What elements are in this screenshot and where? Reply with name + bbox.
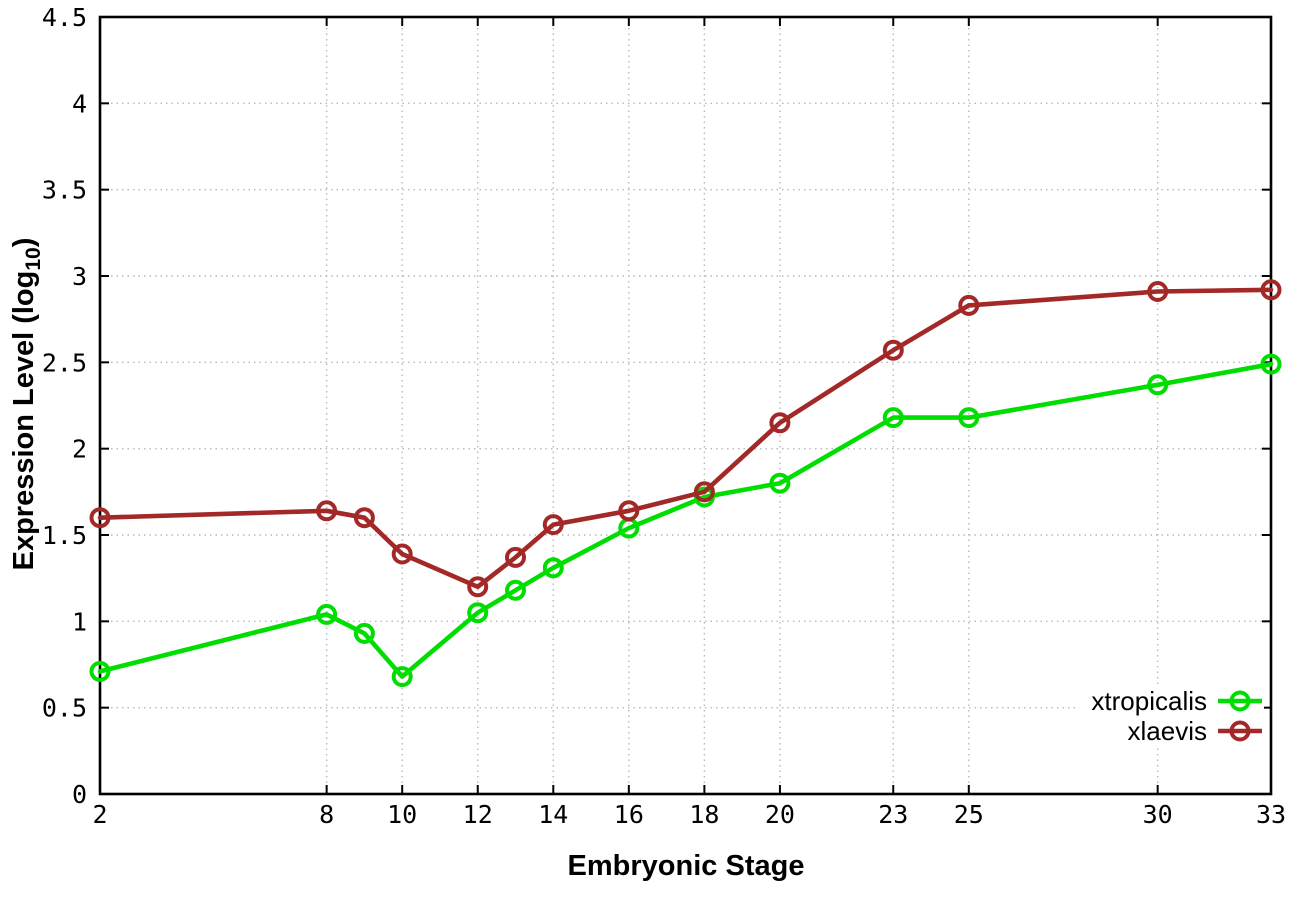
legend-item-xtropicalis: xtropicalis: [1091, 686, 1264, 716]
legend-sample-circle-icon: [1229, 690, 1251, 712]
data-point-xlaevis: [958, 294, 980, 316]
data-point-xlaevis: [618, 500, 640, 522]
data-point-xtropicalis: [1260, 353, 1282, 375]
x-tick-label: 8: [319, 800, 334, 829]
x-tick-label: 30: [1143, 800, 1173, 829]
series-line-xtropicalis: [97, 361, 1274, 679]
y-tick-label: 0: [72, 780, 87, 809]
y-tick-label: 3.5: [42, 176, 87, 205]
y-axis-label-subscript: 10: [22, 247, 45, 271]
y-axis-label-text: Expression Level (log: [8, 270, 40, 571]
series-xtropicalis: [89, 353, 1282, 688]
data-point-xtropicalis: [882, 407, 904, 429]
data-point-xlaevis: [467, 576, 489, 598]
x-tick-label: 2: [92, 800, 107, 829]
data-point-xtropicalis: [958, 407, 980, 429]
x-tick-label: 12: [463, 800, 493, 829]
y-axis-label-close: ): [8, 237, 40, 248]
y-tick-label: 3: [72, 262, 87, 291]
y-axis-label: Expression Level (log10): [8, 238, 46, 571]
y-tick-label: 1.5: [42, 521, 87, 550]
legend-marker-xtropicalis: [1218, 690, 1262, 712]
y-tick-label: 4: [72, 89, 87, 118]
data-point-xlaevis: [882, 339, 904, 361]
data-point-xtropicalis: [391, 666, 413, 688]
series-xlaevis: [89, 279, 1282, 598]
plot-border: [98, 15, 1273, 796]
data-point-xlaevis: [391, 543, 413, 565]
x-axis-label: Embryonic Stage: [567, 850, 805, 882]
legend-item-xlaevis: xlaevis: [1128, 716, 1264, 746]
data-point-xlaevis: [1260, 279, 1282, 301]
data-point-xlaevis: [89, 507, 111, 529]
x-tick-label: 14: [538, 800, 568, 829]
data-point-xtropicalis: [1147, 374, 1169, 396]
tick-labels: 2 8 10 12 14 16 18 20 23 25 30 33 0 0.5 1 1.5 2 2.5 3 3.5 4 4…: [42, 3, 1286, 829]
y-tick-label: 4.5: [42, 3, 87, 32]
y-tick-label: 1: [72, 607, 87, 636]
x-tick-label: 18: [689, 800, 719, 829]
legend-label-xlaevis: xlaevis: [1127, 715, 1207, 746]
legend-label-xtropicalis: xtropicalis: [1091, 685, 1207, 716]
data-point-xlaevis: [693, 481, 715, 503]
y-tick-label: 2: [72, 435, 87, 464]
legend-marker-xlaevis: [1218, 720, 1262, 742]
data-point-xlaevis: [542, 514, 564, 536]
data-point-xtropicalis: [467, 602, 489, 624]
tick-marks: [99, 16, 1272, 795]
data-point-xtropicalis: [505, 579, 526, 601]
data-point-xtropicalis: [542, 557, 564, 579]
data-point-xlaevis: [505, 546, 526, 568]
y-tick-label: 0.5: [42, 694, 87, 723]
y-tick-label: 2.5: [42, 348, 87, 377]
x-tick-label: 23: [878, 800, 908, 829]
data-point-xtropicalis: [769, 472, 791, 494]
x-tick-label: 20: [765, 800, 795, 829]
legend-sample-circle-icon: [1229, 720, 1251, 742]
data-point-xlaevis: [353, 507, 375, 529]
x-tick-label: 33: [1256, 800, 1286, 829]
data-point-xtropicalis: [353, 622, 375, 644]
data-point-xlaevis: [316, 500, 338, 522]
gridlines: [100, 17, 1271, 794]
data-point-xlaevis: [1147, 281, 1169, 302]
x-tick-label: 16: [614, 800, 644, 829]
data-point-xlaevis: [769, 412, 791, 434]
data-point-xtropicalis: [89, 660, 111, 682]
legend: xtropicalis xlaevis: [1075, 686, 1264, 746]
x-tick-label: 25: [954, 800, 984, 829]
x-tick-label: 10: [387, 800, 417, 829]
series-line-xlaevis: [97, 287, 1274, 590]
data-point-xtropicalis: [316, 603, 338, 625]
